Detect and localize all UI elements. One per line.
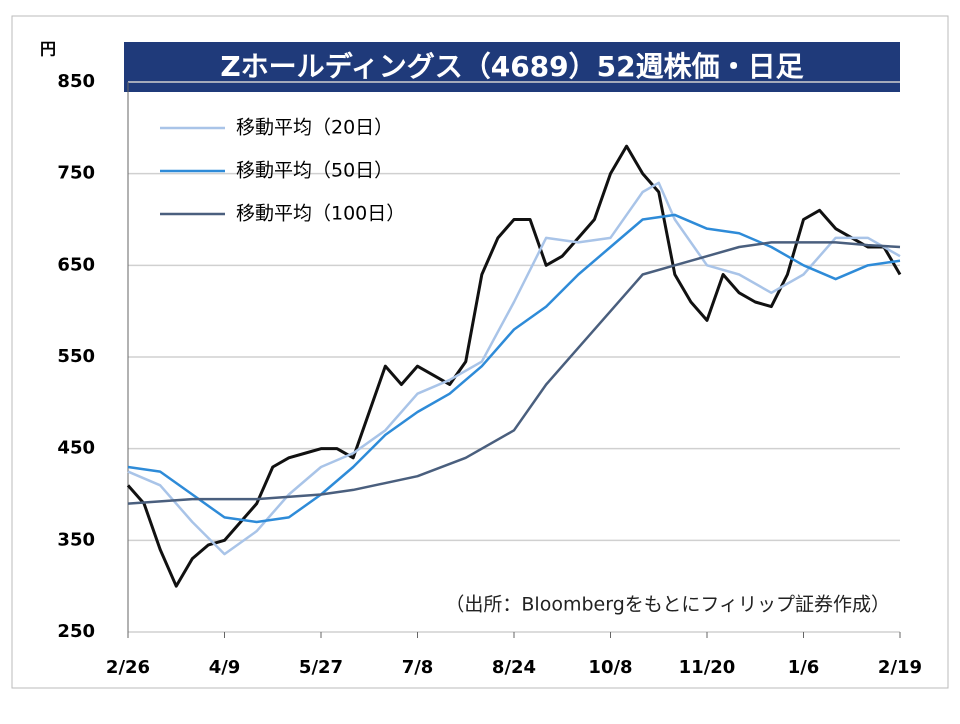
y-tick-label: 650 [57,254,95,275]
x-tick-label: 10/8 [588,657,632,678]
y-tick-label: 850 [57,71,95,92]
x-tick-label: 5/27 [299,657,343,678]
series-line [127,241,901,505]
x-tick-label: 1/6 [788,657,820,678]
x-tick-label: 11/20 [679,657,736,678]
x-tick-label: 2/26 [106,657,150,678]
y-tick-label: 550 [57,346,95,367]
x-tick-label: 8/24 [492,657,536,678]
y-tick-label: 750 [57,163,95,184]
frame [11,15,949,689]
x-tick-label: 7/8 [402,657,434,678]
legend-label: 移動平均（50日） [236,160,393,182]
legend-label: 移動平均（20日） [236,117,393,139]
series-line [127,213,901,524]
annotation: （出所：Bloombergをもとにフィリップ証券作成） [445,594,890,616]
y-unit: 円 [40,40,56,59]
title-bar [124,42,900,92]
legend-label: 移動平均（100日） [236,203,405,225]
series-line [127,181,901,556]
x-tick-label: 2/19 [878,657,922,678]
series-line [126,144,902,588]
y-tick-label: 450 [57,438,95,459]
y-tick-label: 350 [57,529,95,550]
y-tick-label: 250 [57,621,95,642]
chart-title: Zホールディングス（4689）52週株価・日足 [220,50,803,83]
x-tick-label: 4/9 [209,657,241,678]
